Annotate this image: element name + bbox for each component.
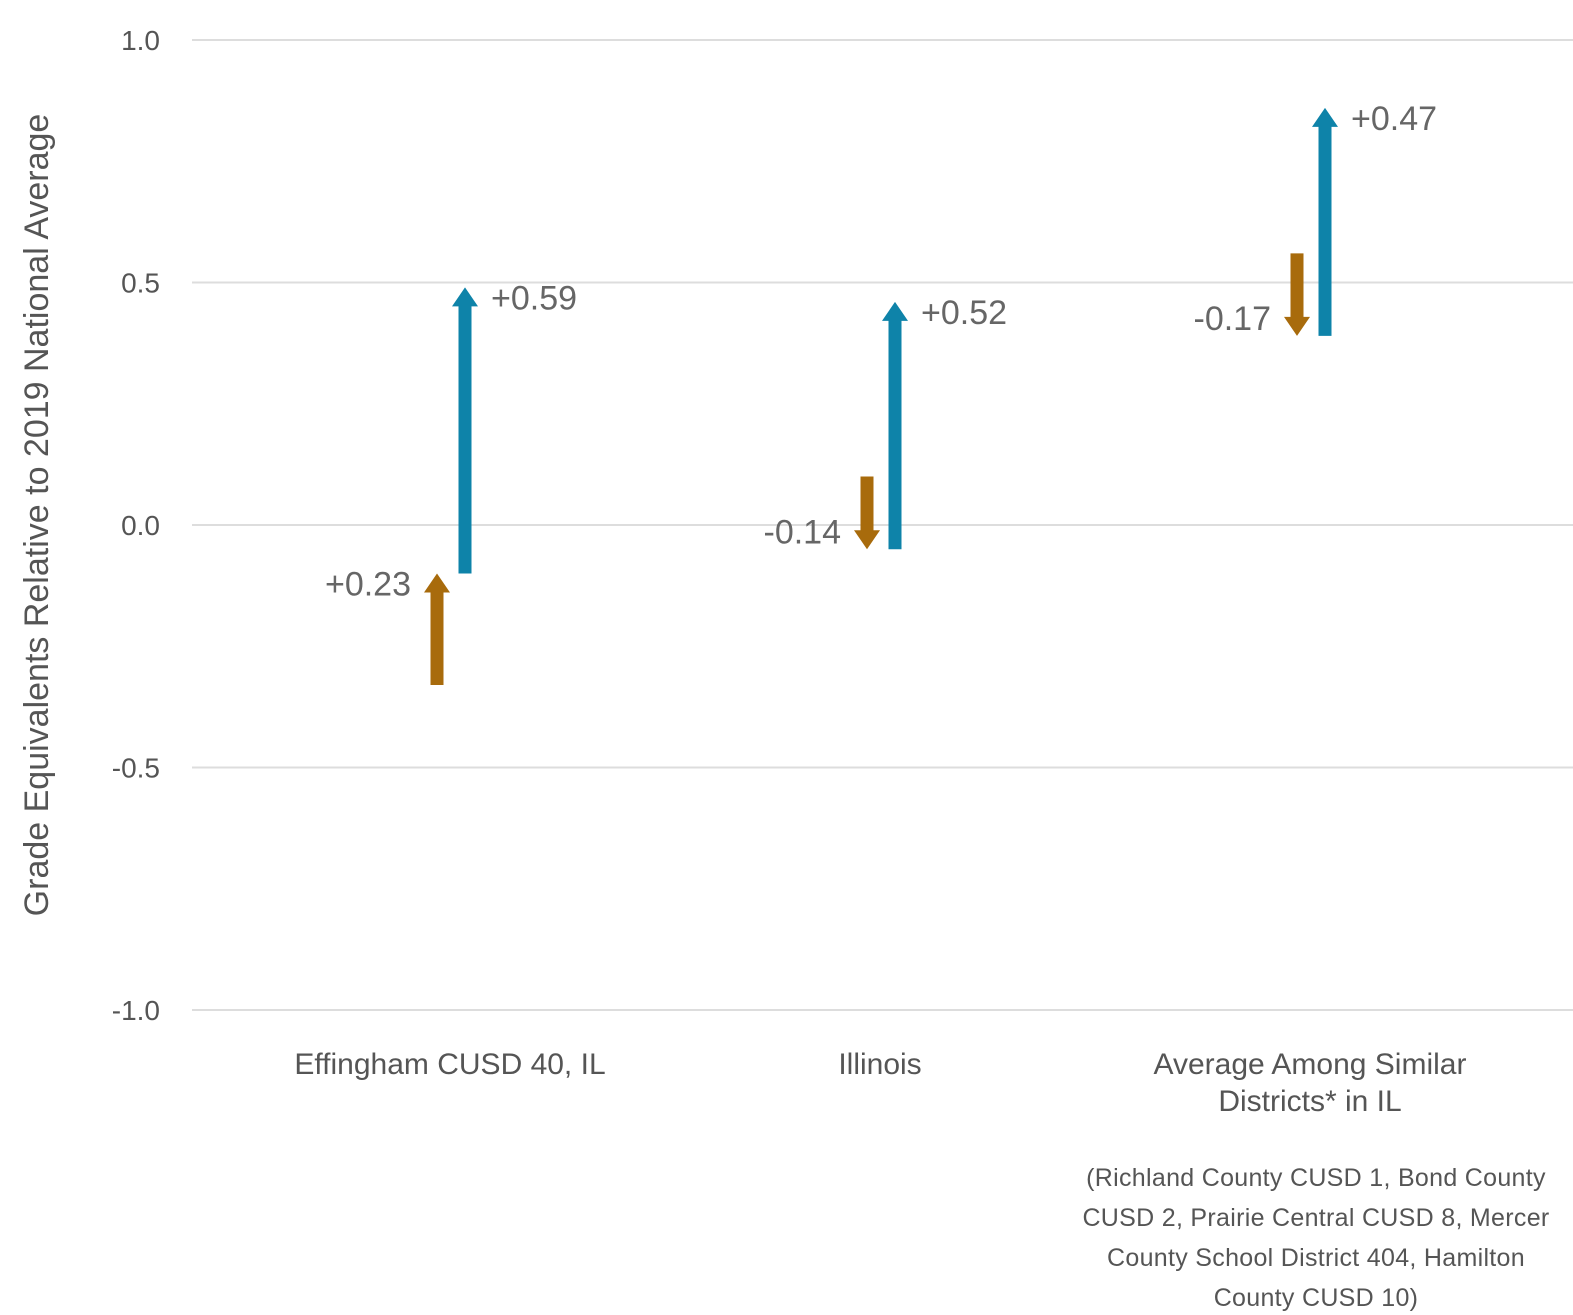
change-arrow xyxy=(452,287,478,574)
x-axis-categories: Effingham CUSD 40, IL Illinois Average Amo… xyxy=(294,1048,1466,1118)
data-label: -0.17 xyxy=(1194,300,1272,338)
x-category-label: Effingham CUSD 40, IL xyxy=(294,1048,605,1081)
data-label: +0.52 xyxy=(921,294,1007,332)
x-category-label: Illinois xyxy=(838,1048,921,1081)
footnote-line: CUSD 2, Prairie Central CUSD 8, Mercer xyxy=(1082,1204,1549,1232)
data-label: +0.59 xyxy=(491,279,577,317)
grid-layer xyxy=(192,39,1573,1011)
change-arrow xyxy=(1284,253,1310,336)
data-label: -0.14 xyxy=(764,513,842,551)
change-arrow xyxy=(1312,107,1338,336)
y-axis-label: Grade Equivalents Relative to 2019 Natio… xyxy=(18,114,56,917)
footnote-line: County School District 404, Hamilton xyxy=(1107,1244,1525,1272)
y-tick-label: -0.5 xyxy=(112,753,160,784)
footnote: (Richland County CUSD 1, Bond County CUSD… xyxy=(1082,1164,1549,1312)
y-tick-label: 0.5 xyxy=(121,268,160,299)
y-tick-label: 1.0 xyxy=(121,25,160,56)
data-label: +0.47 xyxy=(1351,100,1437,138)
change-arrow xyxy=(854,476,880,550)
change-arrow xyxy=(424,573,450,686)
data-label-layer: +0.23 -0.14 -0.17 +0.59 +0.52 +0.47 xyxy=(325,100,1437,604)
y-tick-label: 0.0 xyxy=(121,510,160,541)
data-label: +0.23 xyxy=(325,566,411,604)
footnote-line: County CUSD 10) xyxy=(1214,1284,1419,1312)
y-axis-ticks: 1.0 0.5 0.0 -0.5 -1.0 xyxy=(112,25,160,1026)
x-category-label: Average Among Similar xyxy=(1154,1048,1467,1081)
change-arrow xyxy=(882,301,908,550)
arrow-layer xyxy=(424,107,1338,686)
y-tick-label: -1.0 xyxy=(112,995,160,1026)
x-category-label: Districts* in IL xyxy=(1218,1085,1401,1118)
footnote-line: (Richland County CUSD 1, Bond County xyxy=(1086,1164,1546,1192)
